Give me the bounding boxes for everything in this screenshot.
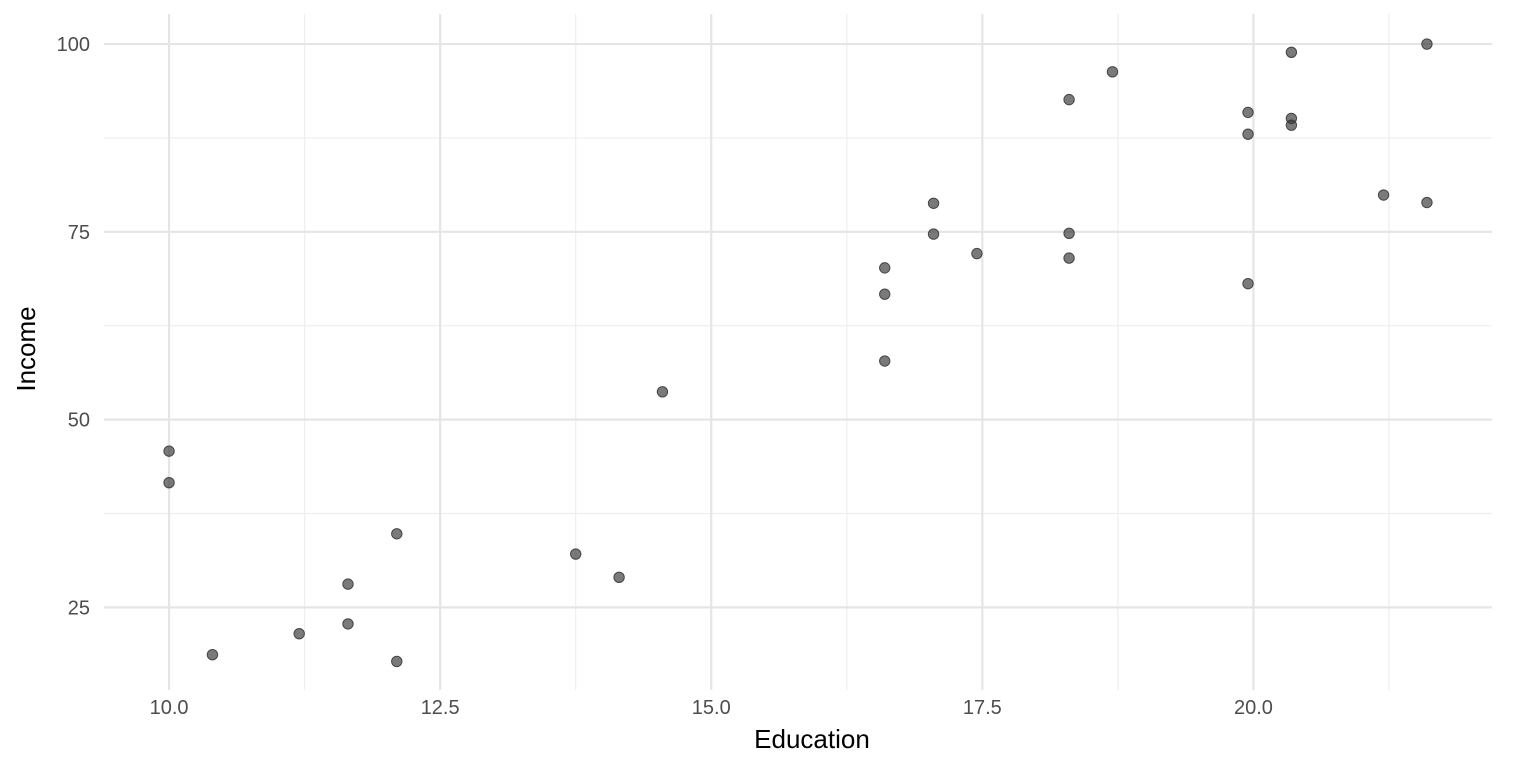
data-point [206, 648, 219, 661]
data-point [656, 386, 669, 398]
data-point [927, 197, 940, 209]
data-point [879, 288, 891, 300]
y-tick-label: 50 [68, 410, 90, 432]
x-tick-label: 10.0 [150, 697, 189, 719]
data-point [1377, 189, 1390, 201]
data-point [1421, 196, 1433, 209]
grid-lines [104, 14, 1492, 690]
data-point [971, 247, 983, 260]
data-point [342, 578, 354, 590]
data-point [1106, 66, 1119, 78]
data-point [613, 571, 625, 584]
y-tick-label: 100 [57, 34, 90, 56]
y-axis-tick-labels: 25 50 75 100 [57, 34, 90, 619]
x-axis-tick-labels: 10.0 12.5 15.0 17.5 20.0 [150, 697, 1273, 719]
x-axis-title: Education [754, 724, 870, 754]
x-tick-label: 15.0 [692, 697, 731, 719]
x-tick-label: 20.0 [1234, 697, 1273, 719]
data-point [342, 618, 354, 630]
y-tick-label: 75 [68, 222, 90, 244]
data-point [927, 228, 940, 240]
data-point [1063, 252, 1075, 264]
data-point [1242, 277, 1254, 290]
y-axis-title: Income [11, 306, 41, 391]
data-point [391, 655, 403, 668]
data-point [391, 528, 403, 540]
data-point [879, 355, 891, 367]
data-point [1063, 227, 1075, 240]
data-point [1285, 119, 1298, 131]
data-point [1242, 106, 1254, 119]
x-tick-label: 12.5 [421, 697, 460, 719]
x-tick-label: 17.5 [963, 697, 1002, 719]
data-point [570, 548, 582, 560]
data-point [1421, 38, 1433, 50]
data-point [1063, 93, 1075, 106]
data-point [163, 476, 175, 489]
data-point [879, 262, 891, 274]
y-tick-label: 25 [68, 597, 90, 619]
data-points [163, 38, 1433, 668]
data-point [1242, 128, 1254, 140]
data-point [163, 445, 175, 457]
data-point [293, 627, 305, 640]
data-point [1285, 46, 1298, 59]
